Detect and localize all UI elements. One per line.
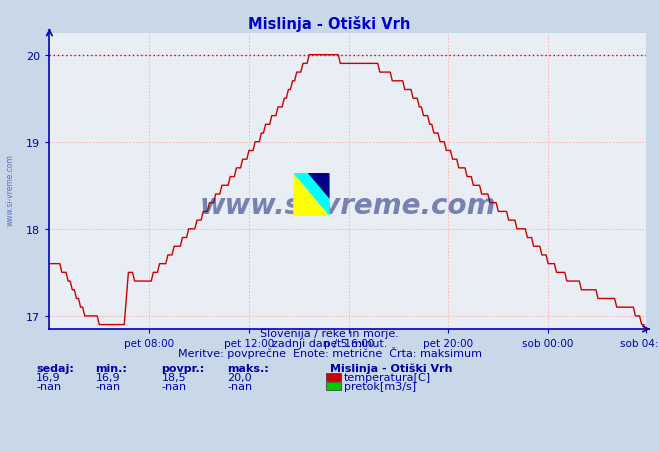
- Text: www.si-vreme.com: www.si-vreme.com: [200, 191, 496, 219]
- Polygon shape: [308, 174, 330, 199]
- Text: 20,0: 20,0: [227, 372, 252, 382]
- Text: 16,9: 16,9: [36, 372, 61, 382]
- Text: 18,5: 18,5: [161, 372, 186, 382]
- Polygon shape: [293, 174, 330, 216]
- Text: 16,9: 16,9: [96, 372, 120, 382]
- Text: min.:: min.:: [96, 363, 127, 373]
- Text: povpr.:: povpr.:: [161, 363, 205, 373]
- Text: zadnji dan / 5 minut.: zadnji dan / 5 minut.: [272, 338, 387, 348]
- Text: Meritve: povprečne  Enote: metrične  Črta: maksimum: Meritve: povprečne Enote: metrične Črta:…: [177, 346, 482, 358]
- Text: -nan: -nan: [36, 381, 61, 391]
- Polygon shape: [293, 174, 330, 216]
- Text: -nan: -nan: [227, 381, 252, 391]
- Text: sedaj:: sedaj:: [36, 363, 74, 373]
- Text: maks.:: maks.:: [227, 363, 269, 373]
- Text: pretok[m3/s]: pretok[m3/s]: [344, 381, 416, 391]
- Text: -nan: -nan: [161, 381, 186, 391]
- Text: -nan: -nan: [96, 381, 121, 391]
- Text: Slovenija / reke in morje.: Slovenija / reke in morje.: [260, 328, 399, 338]
- Text: temperatura[C]: temperatura[C]: [344, 372, 431, 382]
- Text: Mislinja - Otiški Vrh: Mislinja - Otiški Vrh: [248, 16, 411, 32]
- Text: www.si-vreme.com: www.si-vreme.com: [5, 153, 14, 226]
- Text: Mislinja - Otiški Vrh: Mislinja - Otiški Vrh: [330, 362, 452, 373]
